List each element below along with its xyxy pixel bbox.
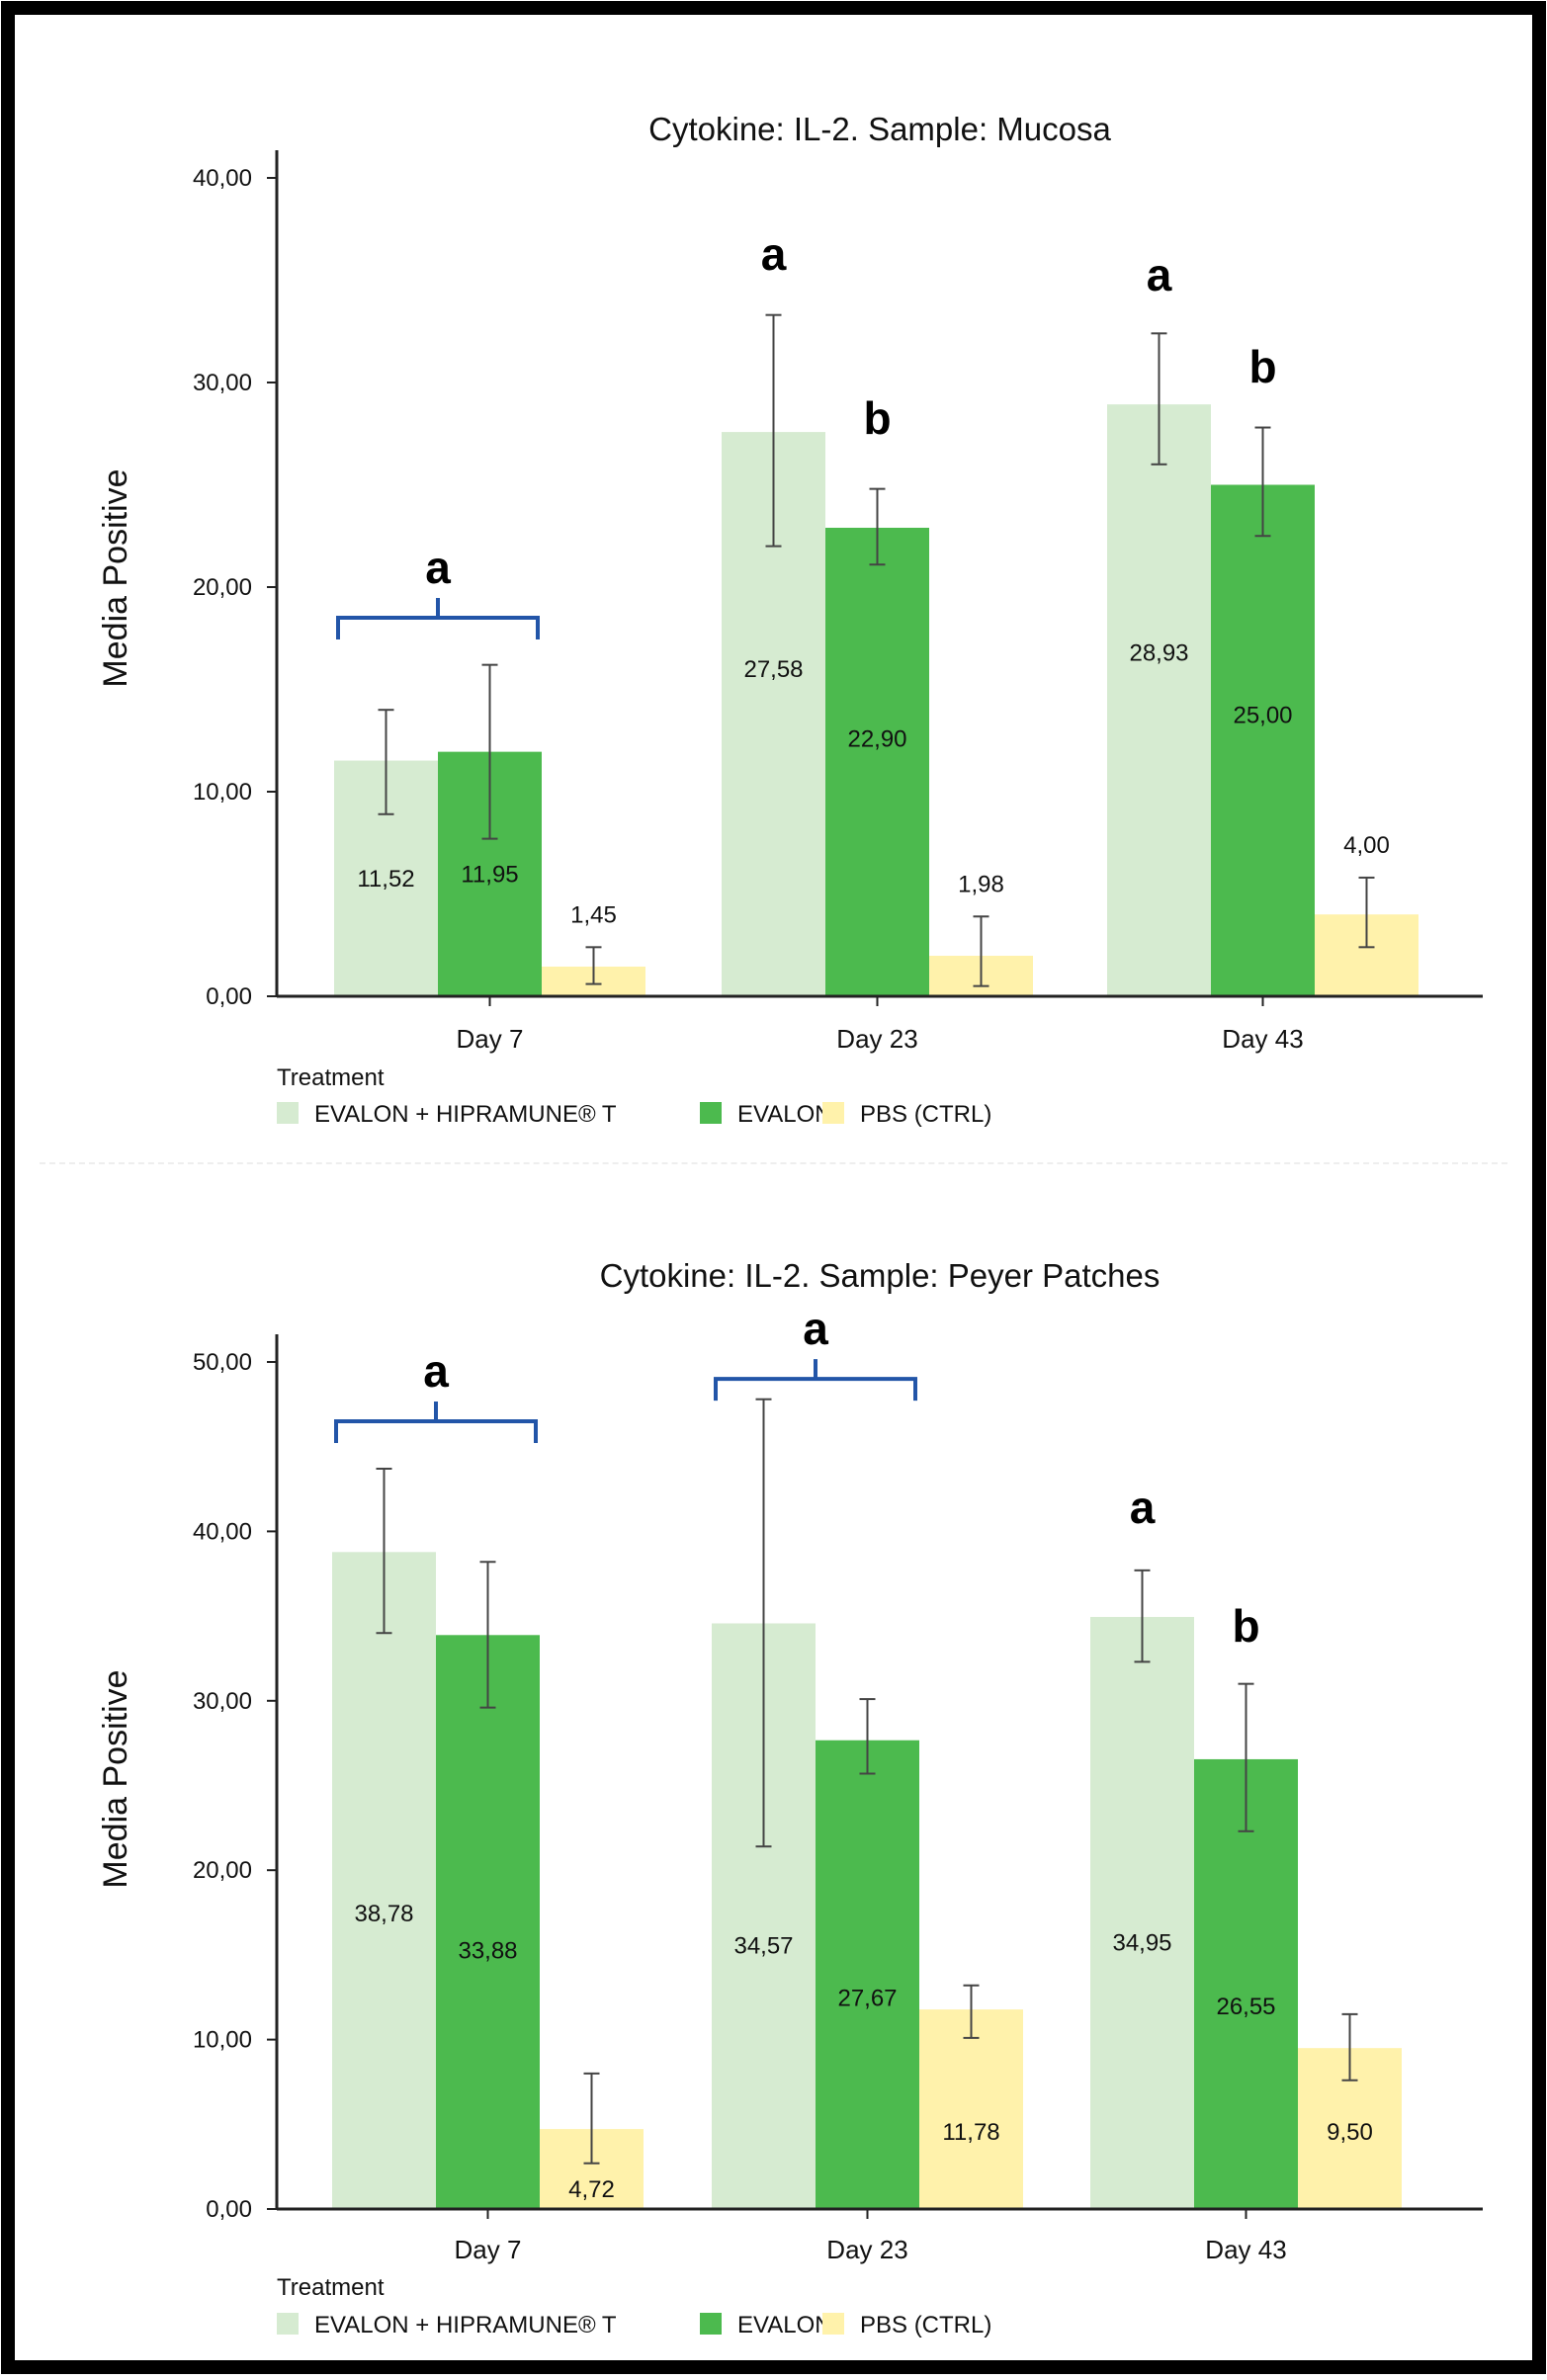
significance-letter: a [803, 1303, 828, 1354]
x-tick-label: Day 43 [1222, 1024, 1303, 1054]
significance-bracket [336, 598, 540, 640]
significance-letter: b [1248, 341, 1276, 392]
bar-evalon-hipramune-day-43 [1090, 1616, 1194, 2209]
data-label: 4,72 [568, 2176, 615, 2203]
data-label: 4,00 [1343, 832, 1390, 859]
chart-mucosa: Cytokine: IL-2. Sample: Mucosa Media Posi… [97, 111, 1483, 1128]
significance-letter: a [761, 228, 787, 280]
y-tick-label: 40,00 [193, 165, 252, 192]
data-label: 34,95 [1112, 1929, 1171, 1956]
y-tick-label: 10,00 [193, 2027, 252, 2054]
data-label: 11,52 [357, 866, 414, 892]
legend-label: PBS (CTRL) [860, 2312, 991, 2338]
y-tick-label: 20,00 [193, 574, 252, 601]
y-tick-label: 0,00 [206, 2196, 252, 2223]
x-tick-label: Day 23 [836, 1024, 917, 1054]
data-label: 1,98 [958, 871, 1004, 897]
data-label: 33,88 [458, 1938, 517, 1965]
bar-evalon-day-43 [1194, 1758, 1298, 2209]
data-label: 22,90 [847, 725, 906, 752]
y-tick-label: 20,00 [193, 1857, 252, 1884]
x-tick-label: Day 43 [1205, 2235, 1286, 2264]
legend-label: EVALON [737, 1101, 832, 1128]
panel-separator [40, 1162, 1507, 1164]
data-label: 26,55 [1216, 1994, 1275, 2020]
data-label: 11,95 [461, 861, 518, 888]
y-tick-label: 40,00 [193, 1518, 252, 1545]
chart-title: Cytokine: IL-2. Sample: Peyer Patches [600, 1257, 1160, 1294]
data-label: 25,00 [1233, 702, 1292, 728]
legend-title: Treatment [277, 2274, 385, 2301]
data-label: 1,45 [570, 901, 617, 928]
data-label: 27,58 [743, 656, 803, 683]
significance-letter: b [863, 392, 891, 444]
bar-evalon-hipramune-day-7 [332, 1552, 436, 2209]
significance-bracket [714, 1359, 917, 1402]
bar-evalon-day-23 [825, 527, 929, 996]
y-axis-label: Media Positive [97, 468, 134, 687]
significance-letter: b [1232, 1600, 1259, 1652]
legend-swatch [277, 1102, 299, 1124]
bar-evalon-day-23 [816, 1740, 919, 2209]
x-tick-label: Day 7 [457, 1024, 524, 1054]
x-tick-label: Day 23 [826, 2235, 907, 2264]
significance-letter: a [1147, 249, 1172, 300]
legend-swatch [700, 1102, 722, 1124]
significance-letter: a [425, 542, 451, 593]
bar-evalon-hipramune-day-43 [1107, 404, 1211, 996]
legend-label: PBS (CTRL) [860, 1101, 991, 1128]
y-tick-label: 30,00 [193, 1688, 252, 1715]
y-tick-label: 30,00 [193, 370, 252, 396]
legend-swatch [822, 1102, 844, 1124]
bar-evalon-day-43 [1211, 484, 1315, 996]
legend-label: EVALON + HIPRAMUNE® T [314, 2312, 617, 2338]
data-label: 34,57 [733, 1932, 793, 1959]
significance-bracket [334, 1401, 538, 1443]
bar-evalon-day-7 [436, 1635, 540, 2209]
data-label: 27,67 [837, 1986, 897, 2012]
y-axis-label: Media Positive [97, 1669, 134, 1888]
chart-peyer-patches: Cytokine: IL-2. Sample: Peyer Patches Med… [97, 1257, 1483, 2338]
legend-title: Treatment [277, 1064, 385, 1091]
legend-label: EVALON + HIPRAMUNE® T [314, 1101, 617, 1128]
legend-swatch [822, 2313, 844, 2335]
y-tick-label: 50,00 [193, 1349, 252, 1376]
significance-letter: a [423, 1345, 449, 1397]
bar-pbs-day-23 [919, 2009, 1023, 2209]
y-tick-label: 0,00 [206, 983, 252, 1010]
data-label: 9,50 [1327, 2119, 1373, 2146]
data-label: 11,78 [942, 2119, 999, 2146]
chart-title: Cytokine: IL-2. Sample: Mucosa [648, 111, 1111, 147]
data-label: 28,93 [1129, 640, 1188, 667]
legend-swatch [700, 2313, 722, 2335]
data-label: 38,78 [354, 1901, 413, 1927]
x-tick-label: Day 7 [455, 2235, 522, 2264]
y-tick-label: 10,00 [193, 779, 252, 806]
significance-letter: a [1130, 1482, 1156, 1533]
legend-swatch [277, 2313, 299, 2335]
legend-label: EVALON [737, 2312, 832, 2338]
